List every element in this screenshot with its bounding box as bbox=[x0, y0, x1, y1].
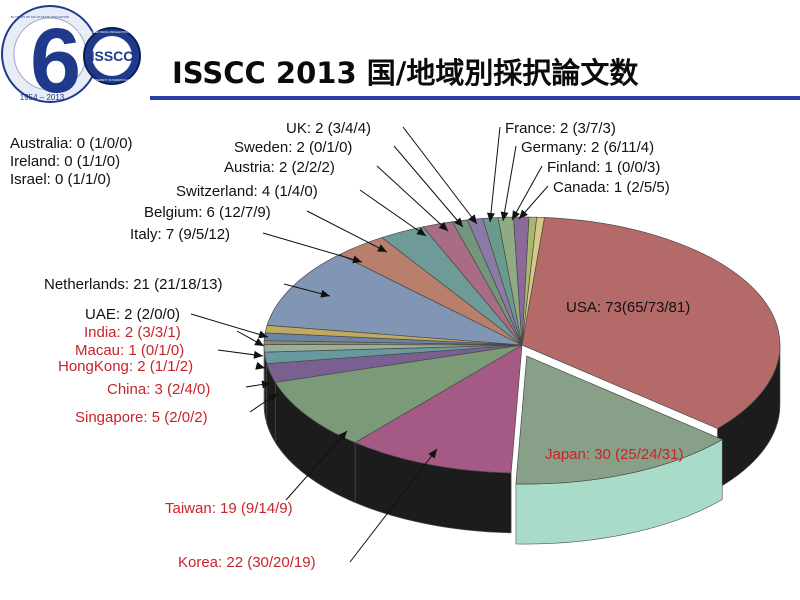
leader-belgium bbox=[306, 210, 388, 253]
leader-arrow-uk bbox=[468, 214, 477, 224]
logo-ring-text-top: 60 YEARS OF SOLID-STATE INNOVATION bbox=[11, 15, 69, 19]
label-switzerland: Switzerland: 4 (1/4/0) bbox=[176, 183, 318, 200]
label-austria: Austria: 2 (2/2/2) bbox=[224, 159, 335, 176]
label-hongkong: HongKong: 2 (1/1/2) bbox=[58, 358, 193, 375]
label-japan: Japan: 30 (25/24/31) bbox=[545, 446, 683, 463]
logo-badge-text: ISSCC bbox=[91, 48, 134, 64]
label-korea: Korea: 22 (30/20/19) bbox=[178, 554, 316, 571]
leader-arrow-macau bbox=[253, 350, 263, 359]
label-germany: Germany: 2 (6/11/4) bbox=[521, 139, 654, 156]
leader-austria bbox=[376, 165, 449, 232]
pie-side-walls bbox=[263, 344, 781, 545]
label-singapore: Singapore: 5 (2/0/2) bbox=[75, 409, 208, 426]
leader-sweden bbox=[393, 145, 464, 228]
label-canada: Canada: 1 (2/5/5) bbox=[553, 179, 670, 196]
slice-labels: USA: 73(65/73/81) Japan: 30 (25/24/31) Kor… bbox=[10, 120, 690, 571]
logo-badge-inner bbox=[92, 36, 132, 76]
slice-canada bbox=[521, 216, 545, 346]
label-taiwan: Taiwan: 19 (9/14/9) bbox=[165, 500, 293, 517]
leader-uk bbox=[402, 126, 478, 225]
leader-germany bbox=[502, 145, 517, 222]
label-macau: Macau: 1 (0/1/0) bbox=[75, 342, 184, 359]
label-france: France: 2 (3/7/3) bbox=[505, 120, 616, 137]
slice-korea bbox=[354, 344, 523, 474]
leader-arrow-switzerland bbox=[416, 227, 426, 236]
slice-japan bbox=[515, 355, 724, 485]
logo-ring-text-bottom: UNIVERSITY OF PENNSYLVANIA bbox=[92, 78, 132, 82]
label-italy: Italy: 7 (9/5/12) bbox=[130, 226, 230, 243]
label-uk: UK: 2 (3/4/4) bbox=[286, 120, 371, 137]
slice-usa bbox=[521, 217, 781, 429]
leader-arrow-finland bbox=[512, 210, 520, 220]
label-belgium: Belgium: 6 (12/7/9) bbox=[144, 204, 271, 221]
slice-taiwan bbox=[274, 344, 523, 443]
leader-arrow-sweden bbox=[454, 217, 463, 227]
leader-taiwan bbox=[285, 430, 348, 501]
leader-uae bbox=[190, 313, 269, 338]
leader-arrow-india bbox=[254, 338, 264, 346]
logo-years: 1954 – 2013 bbox=[20, 93, 65, 102]
logo-big-six: 6 bbox=[30, 10, 81, 108]
leader-arrow-germany bbox=[500, 211, 509, 221]
leader-lines bbox=[190, 126, 549, 563]
leader-arrow-france bbox=[486, 212, 495, 222]
leader-arrow-italy bbox=[352, 255, 362, 264]
leader-arrow-korea bbox=[428, 449, 437, 459]
slide-title: ISSCC 2013 国/地域別採択論文数 bbox=[172, 56, 639, 90]
leader-arrow-austria bbox=[438, 221, 448, 231]
leader-korea bbox=[349, 448, 438, 563]
label-uae: UAE: 2 (2/0/0) bbox=[85, 306, 180, 323]
label-finland: Finland: 1 (0/0/3) bbox=[547, 159, 660, 176]
leader-arrow-uae bbox=[258, 330, 268, 339]
slice-netherlands bbox=[266, 254, 523, 346]
label-sweden: Sweden: 2 (0/1/0) bbox=[234, 139, 352, 156]
leader-arrow-china bbox=[261, 380, 271, 389]
label-china: China: 3 (2/4/0) bbox=[107, 381, 210, 398]
leader-arrow-hongkong bbox=[255, 361, 265, 370]
leader-switzerland bbox=[359, 189, 427, 237]
label-israel: Israel: 0 (1/1/0) bbox=[10, 171, 111, 188]
pie-slices bbox=[263, 216, 781, 485]
leader-arrow-netherlands bbox=[320, 289, 330, 298]
label-usa: USA: 73(65/73/81) bbox=[566, 299, 690, 316]
leader-arrow-taiwan bbox=[338, 431, 347, 441]
isscc-60-years-logo: 6 ISSCC 1954 – 2013 60 YEARS OF SOLID-ST… bbox=[1, 5, 150, 108]
label-australia: Australia: 0 (1/0/0) bbox=[10, 135, 133, 152]
leader-arrow-canada bbox=[519, 209, 528, 219]
label-ireland: Ireland: 0 (1/1/0) bbox=[10, 153, 120, 170]
label-netherlands: Netherlands: 21 (21/18/13) bbox=[44, 276, 222, 293]
logo-ring-text-right: INSTITUTE OF ELECTRICAL AND ELECTRONICS … bbox=[74, 30, 150, 34]
leader-arrow-singapore bbox=[268, 393, 278, 402]
leader-arrow-belgium bbox=[377, 244, 387, 252]
label-india: India: 2 (3/3/1) bbox=[84, 324, 181, 341]
leader-italy bbox=[262, 232, 363, 263]
title-underline bbox=[150, 96, 800, 100]
leader-finland bbox=[511, 165, 543, 221]
leader-france bbox=[489, 126, 501, 223]
